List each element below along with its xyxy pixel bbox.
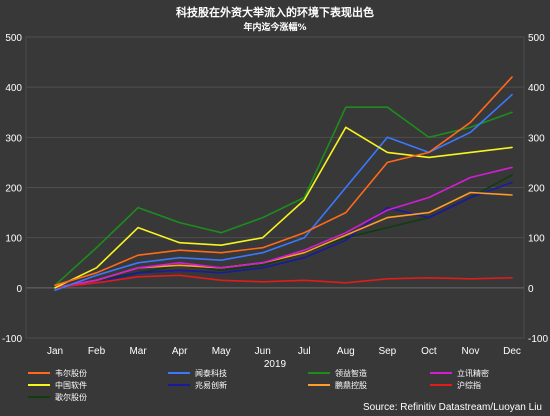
legend-item: 鹏鼎控股 (308, 380, 367, 390)
y-tick-label-left: 100 (5, 234, 22, 245)
legend-item: 立讯精密 (430, 368, 489, 378)
y-tick-label-left: 0 (16, 284, 22, 295)
x-tick-label: May (212, 346, 231, 357)
grid-layer (25, 36, 525, 339)
legend-item: 歌尔股份 (28, 392, 87, 402)
legend-label: 歌尔股份 (55, 392, 87, 402)
legend-label: 鹏鼎控股 (335, 380, 367, 390)
legend-item: 沪综指 (430, 380, 481, 390)
y-tick-label-right: -100 (528, 334, 548, 345)
y-tick-label-right: 200 (528, 184, 545, 195)
y-tick-label-right: 0 (528, 284, 534, 295)
legend-label: 闻泰科技 (195, 368, 227, 378)
x-tick-label: Sep (378, 346, 396, 357)
y-tick-label-right: 300 (528, 133, 545, 144)
legend-label: 沪综指 (457, 380, 481, 390)
y-tick-label-right: 500 (528, 33, 545, 44)
y-tick-label-left: -100 (2, 334, 22, 345)
series-line (54, 106, 513, 287)
series-layer (54, 76, 513, 292)
series-line (54, 93, 513, 292)
source-note: Source: Refinitiv Datastream/Luoyan Liu (363, 402, 542, 413)
x-tick-label: Aug (337, 346, 355, 357)
x-tick-label: Mar (129, 346, 147, 357)
legend-item: 闻泰科技 (168, 368, 227, 378)
y-tick-label-left: 400 (5, 83, 22, 94)
y-tick-label-left: 500 (5, 33, 22, 44)
legend-item: 领益智造 (308, 368, 367, 378)
x-tick-label: Dec (503, 346, 521, 357)
series-line (54, 181, 513, 289)
y-tick-label-right: 400 (528, 83, 545, 94)
x-tick-label: Jun (255, 346, 271, 357)
legend-label: 立讯精密 (457, 368, 489, 378)
series-line (54, 274, 513, 289)
chart-subtitle: 年内迄今涨幅% (243, 21, 306, 33)
x-axis-label: 2019 (264, 359, 287, 370)
series-line (54, 76, 513, 287)
legend-item: 韦尔股份 (28, 368, 87, 378)
legend-label: 领益智造 (335, 368, 367, 378)
y-tick-label-left: 300 (5, 133, 22, 144)
series-line (54, 166, 513, 289)
axis-layer: -100 -100 0 0 100 100 200 200 300 300 400 400 500 500… (2, 33, 548, 357)
x-tick-label: Jan (47, 346, 63, 357)
x-tick-label: Feb (88, 346, 106, 357)
x-tick-label: Nov (462, 346, 480, 357)
y-tick-label-right: 100 (528, 234, 545, 245)
series-line (54, 126, 513, 289)
x-tick-label: Oct (421, 346, 437, 357)
x-tick-label: Jul (298, 346, 311, 357)
y-tick-label-left: 200 (5, 184, 22, 195)
series-line (54, 174, 513, 289)
legend-label: 兆易创新 (195, 380, 227, 390)
legend-label: 韦尔股份 (55, 368, 87, 378)
chart-title: 科技股在外资大举流入的环境下表现出色 (176, 5, 374, 19)
legend-item: 中国软件 (28, 380, 87, 390)
legend-label: 中国软件 (55, 380, 87, 390)
legend-item: 兆易创新 (168, 380, 227, 390)
x-tick-label: Apr (172, 346, 188, 357)
